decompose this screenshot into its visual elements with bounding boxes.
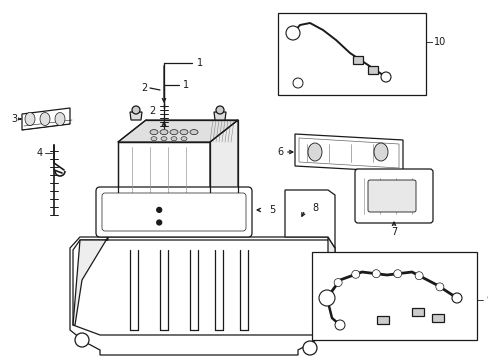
- Text: 6: 6: [276, 147, 283, 157]
- Polygon shape: [118, 142, 209, 222]
- Text: 10: 10: [433, 37, 445, 47]
- Text: 2: 2: [148, 106, 155, 116]
- Ellipse shape: [190, 130, 198, 135]
- Text: 2: 2: [141, 83, 147, 93]
- Circle shape: [351, 270, 359, 278]
- Text: 4: 4: [37, 148, 43, 158]
- Text: 9: 9: [485, 296, 488, 305]
- Circle shape: [333, 279, 342, 287]
- Circle shape: [371, 270, 380, 278]
- Text: 8: 8: [311, 203, 317, 213]
- Polygon shape: [70, 237, 334, 355]
- Circle shape: [75, 333, 89, 347]
- Polygon shape: [209, 120, 238, 222]
- Circle shape: [285, 26, 299, 40]
- Text: 1: 1: [183, 80, 189, 90]
- Ellipse shape: [181, 137, 186, 141]
- Ellipse shape: [55, 112, 65, 126]
- Ellipse shape: [160, 130, 168, 135]
- Polygon shape: [376, 316, 388, 324]
- Polygon shape: [73, 240, 331, 335]
- Circle shape: [318, 290, 334, 306]
- Polygon shape: [130, 112, 142, 120]
- Polygon shape: [327, 237, 334, 335]
- FancyBboxPatch shape: [354, 169, 432, 223]
- Circle shape: [303, 341, 316, 355]
- Polygon shape: [294, 134, 402, 172]
- Polygon shape: [431, 314, 443, 322]
- Circle shape: [156, 220, 162, 225]
- Polygon shape: [214, 112, 225, 120]
- Bar: [311, 252, 476, 340]
- Circle shape: [216, 106, 224, 114]
- Bar: [278, 13, 425, 95]
- Ellipse shape: [40, 112, 50, 126]
- FancyBboxPatch shape: [102, 193, 245, 231]
- Circle shape: [380, 72, 390, 82]
- Circle shape: [452, 294, 460, 302]
- Polygon shape: [22, 108, 70, 130]
- Polygon shape: [352, 56, 362, 64]
- Circle shape: [435, 283, 443, 291]
- Ellipse shape: [307, 143, 321, 161]
- Ellipse shape: [161, 137, 167, 141]
- Circle shape: [292, 78, 303, 88]
- Polygon shape: [367, 66, 377, 74]
- Circle shape: [156, 207, 162, 212]
- Circle shape: [414, 272, 422, 280]
- Circle shape: [393, 270, 401, 278]
- Text: 3: 3: [11, 114, 17, 124]
- Polygon shape: [411, 308, 423, 316]
- Circle shape: [323, 294, 330, 302]
- Circle shape: [334, 320, 345, 330]
- Polygon shape: [298, 138, 398, 168]
- Text: 1: 1: [197, 58, 203, 68]
- Ellipse shape: [150, 130, 158, 135]
- Circle shape: [451, 293, 461, 303]
- Ellipse shape: [373, 143, 387, 161]
- Polygon shape: [118, 120, 238, 142]
- Polygon shape: [285, 190, 334, 248]
- Circle shape: [132, 106, 140, 114]
- Polygon shape: [73, 237, 108, 325]
- FancyBboxPatch shape: [96, 187, 251, 237]
- FancyBboxPatch shape: [367, 180, 415, 212]
- Ellipse shape: [180, 130, 187, 135]
- Text: 5: 5: [268, 205, 275, 215]
- Ellipse shape: [170, 130, 178, 135]
- Ellipse shape: [25, 112, 35, 126]
- Ellipse shape: [151, 137, 157, 141]
- Ellipse shape: [171, 137, 177, 141]
- Text: 7: 7: [390, 227, 396, 237]
